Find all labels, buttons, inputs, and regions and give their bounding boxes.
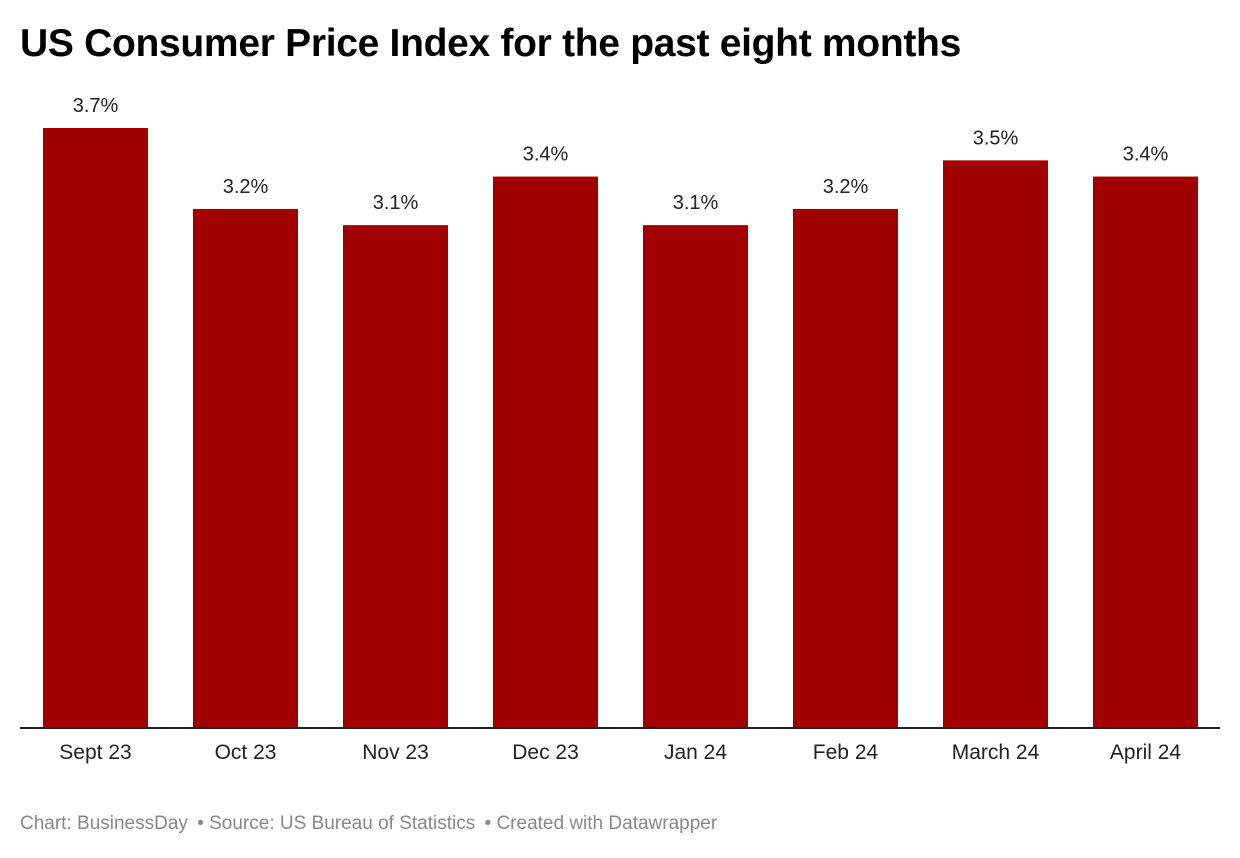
bar-chart: 3.7% Sept 23 3.2% Oct 23 3.1% Nov 23 3.4% Dec 2… — [20, 95, 1220, 764]
bar — [343, 225, 448, 727]
bar — [493, 176, 598, 727]
x-tick-label: Jan 24 — [664, 741, 727, 764]
x-tick-label: Sept 23 — [59, 741, 131, 764]
data-label: 3.7% — [73, 95, 119, 117]
x-tick-label: April 24 — [1110, 741, 1182, 764]
footer-chart-credit: Chart: BusinessDay — [20, 813, 188, 834]
x-tick-label: Nov 23 — [362, 741, 429, 764]
footer-created-with: • Created with Datawrapper — [484, 813, 718, 834]
data-label: 3.4% — [1123, 144, 1169, 166]
bar — [193, 208, 298, 728]
data-label: 3.2% — [223, 176, 269, 198]
chart-footer: Chart: BusinessDay • Source: US Bureau o… — [20, 813, 721, 835]
bar — [1093, 176, 1198, 727]
bar — [43, 128, 148, 727]
x-tick-label: Oct 23 — [215, 741, 277, 764]
data-label: 3.5% — [973, 127, 1019, 149]
bar — [643, 225, 748, 727]
footer-source: • Source: US Bureau of Statistics — [197, 813, 476, 834]
data-label: 3.1% — [673, 192, 719, 214]
bar — [943, 160, 1048, 728]
bar — [793, 208, 898, 728]
x-tick-label: March 24 — [952, 741, 1040, 764]
chart-title: US Consumer Price Index for the past eig… — [20, 22, 961, 65]
data-label: 3.1% — [373, 192, 419, 214]
data-label: 3.2% — [823, 176, 869, 198]
data-label: 3.4% — [523, 144, 569, 166]
x-tick-label: Dec 23 — [512, 741, 579, 764]
x-tick-label: Feb 24 — [813, 741, 879, 764]
